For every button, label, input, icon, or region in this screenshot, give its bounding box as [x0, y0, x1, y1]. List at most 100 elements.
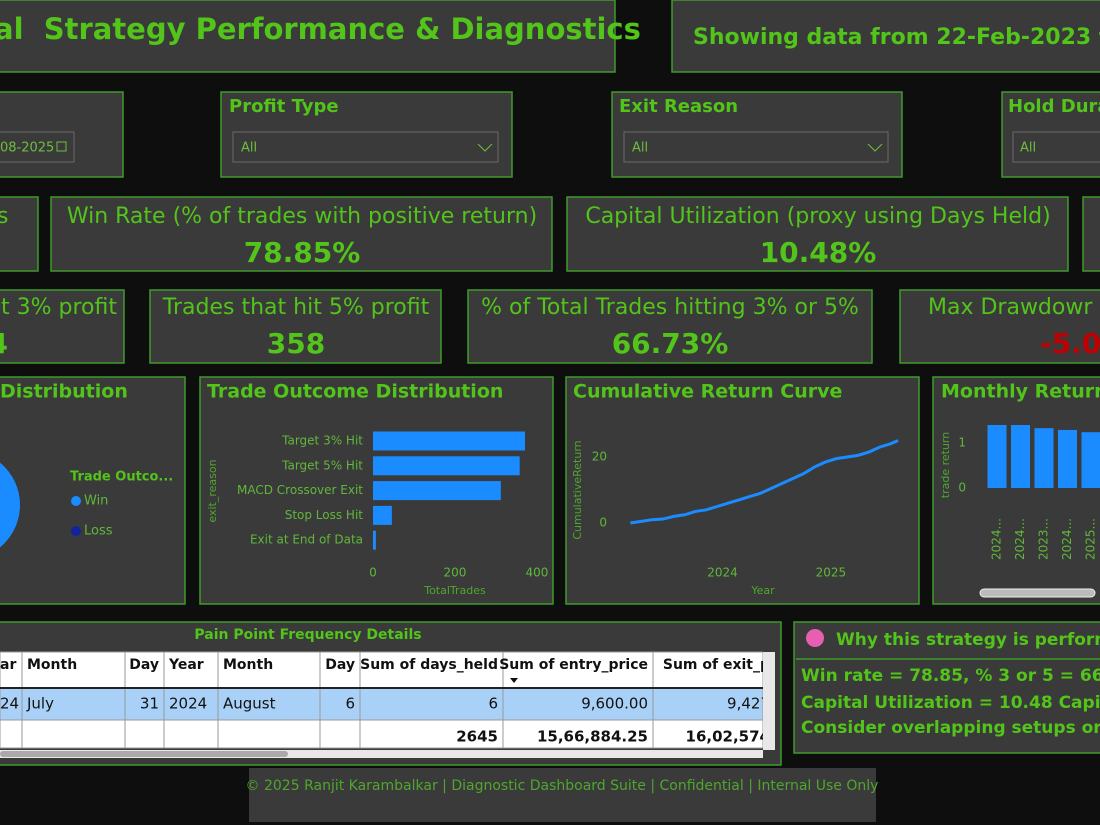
table-cell: ar: [0, 657, 16, 673]
x-tick-label: 0: [369, 566, 377, 580]
bar: [373, 530, 376, 550]
kpi-card: [467, 289, 873, 364]
bar: [373, 431, 526, 451]
kpi-label: Trades that hit 5% profit: [162, 295, 430, 320]
kpi-card: [566, 196, 1069, 272]
v-scrollbar[interactable]: [763, 652, 775, 750]
kpi-card: [149, 289, 442, 364]
table-cell: 2645: [456, 728, 498, 746]
bar: [373, 456, 520, 476]
table-cell: Month: [27, 657, 77, 673]
kpi-value: 78.85%: [244, 236, 361, 269]
chart-title: Monthly Return: [941, 381, 1100, 403]
legend-title: Trade Outco...: [70, 470, 173, 485]
y-tick-label: Stop Loss Hit: [285, 508, 364, 522]
bar: [373, 505, 392, 525]
table-cell: Year: [168, 657, 204, 673]
chevron: [477, 143, 493, 152]
x-tick-label: 2023...: [1037, 518, 1051, 560]
filter-value: All: [632, 141, 648, 156]
table-cell: Day: [129, 657, 159, 673]
chevron: [867, 143, 883, 152]
bar: [987, 425, 1007, 488]
h-scroll-thumb[interactable]: [0, 751, 288, 757]
kpi-label: % of Total Trades hitting 3% or 5%: [481, 295, 859, 320]
insight-panel: [793, 621, 1100, 754]
legend-label: Loss: [84, 524, 113, 539]
calendar-icon: [56, 141, 67, 152]
y-tick-label: Target 3% Hit: [281, 434, 363, 448]
line: [630, 439, 899, 525]
x-tick-label: 2025: [816, 566, 847, 580]
charts: Trade Outco... Win Loss Target 3% Hit Target…: [0, 425, 1100, 597]
date-input[interactable]: [0, 131, 75, 163]
chart-panel: [0, 376, 186, 605]
date-range-box: [671, 0, 1100, 73]
y-axis-title: trade return: [939, 432, 952, 498]
table-cell: 2024: [169, 695, 207, 713]
kpi-value: 358: [267, 327, 325, 360]
y-axis-title: CumulativeReturn: [571, 440, 584, 539]
scrollbar[interactable]: [979, 588, 1096, 598]
x-tick-label: 2024...: [1060, 518, 1074, 560]
bar: [373, 481, 501, 501]
x-axis-title: Year: [750, 584, 775, 597]
bar: [1058, 429, 1077, 488]
table-row: [0, 687, 763, 721]
table-cell: 15,66,884.25: [537, 728, 648, 746]
y-axis-title: exit_reason: [206, 459, 219, 522]
kpi-label: s: [0, 204, 8, 229]
legend-marker: [71, 526, 81, 536]
bar: [1011, 425, 1030, 488]
kpi-card: [899, 289, 1100, 364]
y-tick-label: 20: [592, 450, 607, 464]
filter-value: All: [241, 141, 257, 156]
chart-title: Distribution: [0, 381, 128, 403]
kpi-card: [0, 289, 125, 364]
kpi-card: [0, 196, 39, 272]
table: ar Month Day Year Month Day Sum of days_held Su…: [0, 651, 770, 749]
table-cell: 31: [140, 695, 159, 713]
sort-arrow: [510, 678, 518, 683]
y-tick-label: MACD Crossover Exit: [237, 483, 363, 497]
table-cell: 6: [345, 695, 355, 713]
pie-slice: [0, 462, 20, 548]
filter-value: All: [1020, 141, 1036, 156]
table-cell: Sum of entry_price: [499, 657, 648, 673]
x-tick-label: 400: [525, 566, 548, 580]
insight-title: Why this strategy is performin: [836, 630, 1100, 650]
bar: [1034, 428, 1054, 488]
date-value: 08-2025: [0, 141, 54, 156]
insight-line: Consider overlapping setups or tig: [801, 718, 1100, 738]
footer: © 2025 Ranjit Karambalkar | Diagnostic D…: [246, 778, 879, 794]
filter-label: Hold Dura: [1008, 96, 1100, 117]
h-scrollbar[interactable]: [0, 750, 763, 758]
table-row: [0, 719, 763, 749]
dropdown[interactable]: [623, 131, 889, 163]
table-cell: Month: [223, 657, 273, 673]
brain-icon: [806, 629, 824, 647]
x-tick-label: 2024...: [990, 518, 1004, 560]
y-tick-label: 0: [599, 516, 607, 530]
insight-line: Capital Utilization = 10.48 Capital: [801, 693, 1100, 713]
chart-title: Cumulative Return Curve: [573, 381, 842, 403]
kpi-card: [50, 196, 553, 272]
legend-label: Win: [84, 494, 108, 509]
table-cell: Sum of exit_p: [663, 657, 770, 673]
y-tick-label: 1: [958, 436, 966, 450]
title-box: [0, 0, 616, 73]
dropdown[interactable]: [232, 131, 499, 163]
dropdown[interactable]: [1012, 131, 1100, 163]
bar: [1081, 432, 1100, 488]
kpi-value: 10.48%: [760, 236, 877, 269]
x-tick-label: 200: [443, 566, 466, 580]
x-tick-label: 2024: [707, 566, 738, 580]
kpi-label: Max Drawdowr: [928, 295, 1093, 320]
legend-marker: [71, 496, 81, 506]
footer-box: [249, 768, 876, 822]
kpi-label: Win Rate (% of trades with positive retu…: [67, 204, 537, 229]
kpi-label: t 3% profit: [1, 295, 117, 320]
y-tick-label: Target 5% Hit: [281, 458, 363, 472]
